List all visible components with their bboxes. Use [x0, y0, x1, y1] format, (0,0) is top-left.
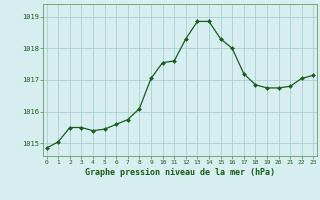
- X-axis label: Graphe pression niveau de la mer (hPa): Graphe pression niveau de la mer (hPa): [85, 168, 275, 177]
